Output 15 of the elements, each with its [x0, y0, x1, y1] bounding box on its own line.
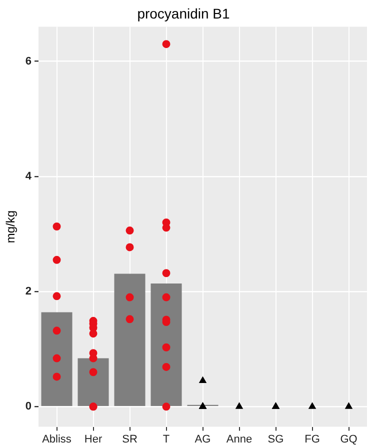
x-tick-label: FG	[304, 433, 320, 446]
x-tick-label: SR	[122, 433, 138, 446]
y-tick-label: 0	[25, 400, 32, 413]
x-tick-label: GQ	[340, 433, 358, 446]
chart-title: procyanidin B1	[137, 5, 230, 22]
x-tick-label: Anne	[226, 433, 252, 446]
x-tick-label: T	[162, 433, 170, 446]
x-tick-label: AG	[194, 433, 211, 446]
y-tick-label: 6	[25, 55, 32, 68]
x-tick-label: Her	[84, 433, 102, 446]
y-axis-title: mg/kg	[4, 210, 18, 244]
y-tick-label: 4	[25, 170, 32, 182]
x-tick-label: Abliss	[42, 433, 72, 446]
y-tick-label: 2	[25, 286, 32, 298]
x-tick-label: SG	[268, 433, 284, 446]
